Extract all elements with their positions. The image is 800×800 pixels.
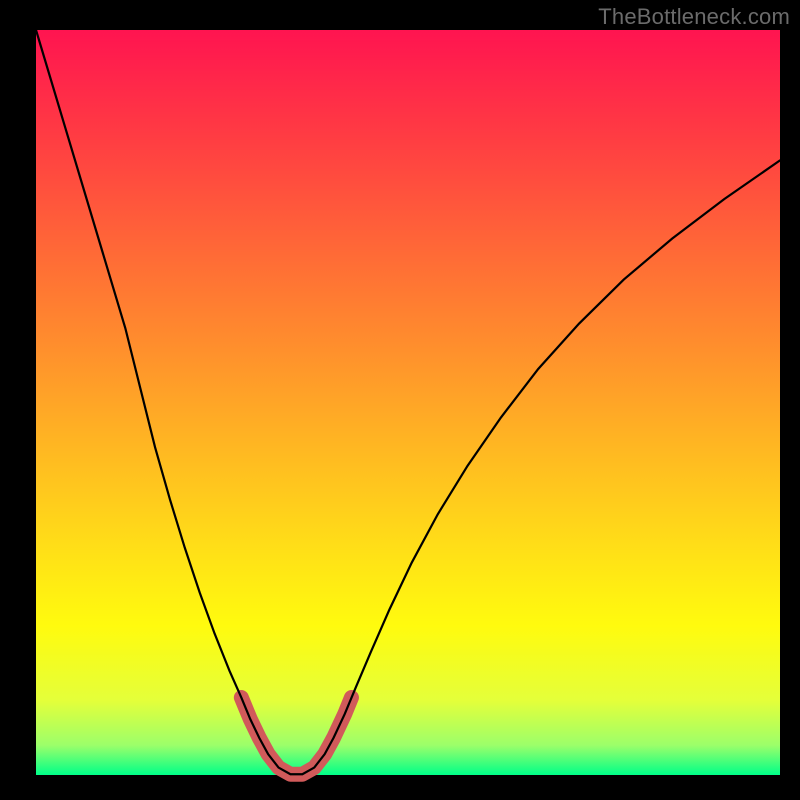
plot-area [36, 30, 780, 775]
watermark-text: TheBottleneck.com [598, 4, 790, 30]
chart-frame: TheBottleneck.com [0, 0, 800, 800]
